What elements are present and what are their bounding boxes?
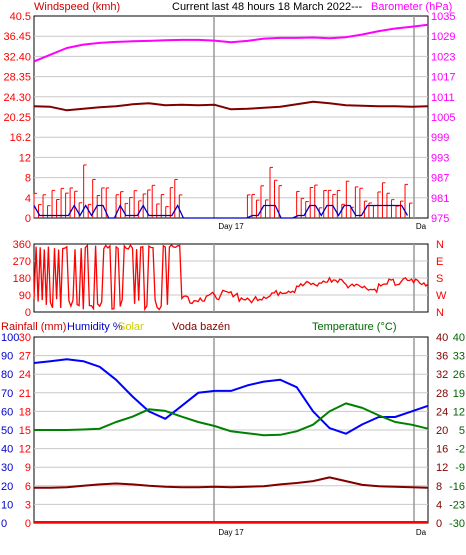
temperature-line	[34, 402, 429, 437]
panel1-left-tick: 0	[25, 213, 31, 225]
panel2-left-tick: 0	[25, 307, 31, 319]
humidity-axis-tick: 50	[1, 425, 13, 437]
humidity-axis-tick: 80	[1, 369, 13, 381]
rain-axis-tick: 30	[19, 332, 31, 344]
plot-layer: 0481216.220.2524.3028.3532.4036.4540.597…	[1, 11, 465, 537]
panel1-left-tick: 40.5	[10, 11, 31, 23]
rain-axis-tick: 27	[19, 351, 31, 363]
panel1-x-label: Da	[416, 222, 427, 231]
pool-temperature-line	[34, 476, 429, 489]
pool-label: Voda bazén	[172, 321, 230, 333]
rain-axis-tick: 6	[25, 481, 31, 493]
panel2-right-tick: W	[436, 290, 447, 302]
panel1-left-tick: 36.45	[3, 31, 31, 43]
panel2-right-tick: E	[436, 256, 443, 268]
humidity-axis-tick: 0	[1, 518, 7, 530]
pool-axis-tick: 4	[436, 499, 442, 511]
pool-axis-tick: 8	[436, 481, 442, 493]
temp-axis-tick: 33	[453, 351, 465, 363]
panel1-right-tick: 1029	[431, 31, 455, 43]
rain-axis-tick: 9	[25, 462, 31, 474]
panel1-right-tick: 1005	[431, 112, 455, 124]
temp-axis-tick: -9	[455, 462, 465, 474]
rain-axis-tick: 18	[19, 406, 31, 418]
humidity-axis-tick: 90	[1, 351, 13, 363]
panel1-right-tick: 1023	[431, 51, 455, 63]
panel1-right-tick: 1011	[431, 92, 455, 104]
pool-axis-tick: 16	[436, 444, 448, 456]
rainfall-label: Rainfall (mm)	[1, 321, 66, 333]
panel2-left-tick: 90	[19, 290, 31, 302]
pool-axis-tick: 24	[436, 406, 448, 418]
windspeed-line	[33, 100, 429, 112]
panel1-right-label: Barometer (hPa)	[371, 1, 452, 13]
humidity-axis-tick: 30	[1, 462, 13, 474]
pool-axis-tick: 0	[436, 518, 442, 530]
rain-axis-tick: 24	[19, 369, 31, 381]
panel1-left-tick: 32.40	[3, 51, 31, 63]
humidity-axis-tick: 70	[1, 388, 13, 400]
panel1-left-tick: 24.30	[3, 92, 31, 104]
humidity-axis-tick: 10	[1, 499, 13, 511]
temperature-label: Temperature (°C)	[312, 321, 396, 333]
humidity-line	[33, 358, 429, 435]
wind-line	[33, 204, 409, 219]
pool-axis-tick: 28	[436, 388, 448, 400]
chart-title: Current last 48 hours 18 March 2022---	[172, 1, 362, 13]
rain-axis-tick: 21	[19, 388, 31, 400]
temp-axis-tick: 26	[453, 369, 465, 381]
panel1-left-tick: 20.25	[3, 112, 31, 124]
pool-axis-tick: 12	[436, 462, 448, 474]
pool-axis-tick: 20	[436, 425, 448, 437]
temp-axis-tick: 19	[453, 388, 465, 400]
panel2-right-tick: N	[436, 307, 444, 319]
humidity-axis-tick: 60	[1, 406, 13, 418]
humidity-label: Humidity %	[67, 321, 123, 333]
pool-axis-tick: 32	[436, 369, 448, 381]
panel1-right-tick: 987	[431, 173, 449, 185]
panel2-right-tick: N	[436, 239, 444, 251]
temp-axis-tick: -30	[449, 518, 465, 530]
panel1-left-tick: 8	[25, 173, 31, 185]
panel2-left-tick: 180	[13, 273, 31, 285]
panel3-x-label: Da	[416, 528, 427, 537]
panel2-left-tick: 270	[13, 256, 31, 268]
panel1-right-tick: 1017	[431, 72, 455, 84]
rain-axis-tick: 3	[25, 499, 31, 511]
temp-axis-tick: -16	[449, 481, 465, 493]
panel1-right-tick: 999	[431, 132, 449, 144]
temp-axis-tick: 40	[453, 332, 465, 344]
rain-axis-tick: 12	[19, 444, 31, 456]
temp-axis-tick: -2	[455, 444, 465, 456]
panel1-right-tick: 993	[431, 152, 449, 164]
pool-axis-tick: 36	[436, 351, 448, 363]
solar-label: Solar	[118, 321, 144, 333]
humidity-axis-tick: 100	[1, 332, 19, 344]
panel1-left-tick: 4	[25, 193, 31, 205]
pool-axis-tick: 40	[436, 332, 448, 344]
barometer-line	[33, 23, 429, 63]
panel1-left-label: Windspeed (kmh)	[34, 1, 120, 13]
rain-axis-tick: 15	[19, 425, 31, 437]
panel1-right-tick: 975	[431, 213, 449, 225]
panel1-right-tick: 981	[431, 193, 449, 205]
temp-axis-tick: 5	[459, 425, 465, 437]
wind-direction-line	[33, 243, 429, 312]
temp-axis-tick: -23	[449, 499, 465, 511]
panel1-left-tick: 28.35	[3, 72, 31, 84]
panel2-left-tick: 360	[13, 239, 31, 251]
panel1-left-tick: 16.2	[10, 132, 31, 144]
panel1-left-tick: 12	[19, 152, 31, 164]
humidity-axis-tick: 20	[1, 481, 13, 493]
humidity-axis-tick: 40	[1, 444, 13, 456]
panel2-right-tick: S	[436, 273, 443, 285]
panel3-x-label: Day 17	[218, 528, 244, 537]
rain-axis-tick: 0	[25, 518, 31, 530]
temp-axis-tick: 12	[453, 406, 465, 418]
panel1-x-label: Day 17	[218, 222, 244, 231]
panel1-right-tick: 1035	[431, 11, 455, 23]
